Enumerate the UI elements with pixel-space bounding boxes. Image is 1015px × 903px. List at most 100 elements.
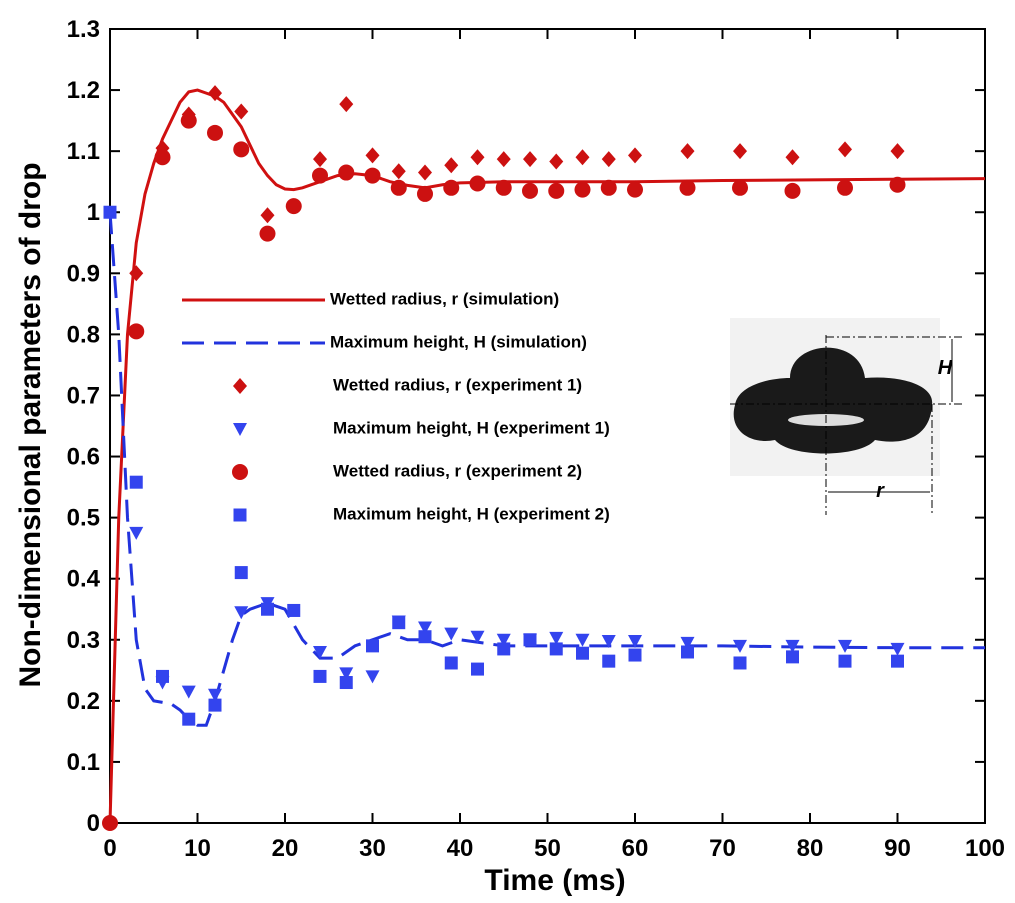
drop	[733, 347, 933, 454]
legend-swatch	[233, 378, 247, 394]
point	[313, 151, 327, 168]
point	[628, 147, 642, 164]
y-tick-label: 0.8	[67, 321, 100, 348]
point	[287, 603, 301, 617]
point	[496, 151, 511, 168]
legend-label: Wetted radius, r (experiment 2)	[333, 461, 582, 480]
point	[733, 656, 747, 670]
x-tick-label: 50	[534, 835, 561, 862]
point	[259, 225, 276, 242]
legend-label: Maximum height, H (experiment 1)	[333, 418, 610, 437]
y-tick-label: 0.6	[67, 444, 100, 471]
point	[391, 163, 406, 180]
point	[733, 639, 747, 653]
point	[181, 685, 196, 699]
point	[444, 157, 459, 174]
point	[681, 645, 694, 659]
point	[549, 153, 564, 170]
point	[208, 688, 222, 702]
point	[128, 323, 145, 340]
point	[890, 143, 905, 160]
y-tick-label: 0.7	[67, 382, 100, 409]
point	[785, 639, 800, 653]
point	[470, 630, 485, 644]
point	[102, 815, 118, 831]
point	[602, 654, 616, 668]
legend-label: Wetted radius, r (experiment 1)	[333, 375, 582, 394]
legend-label: Maximum height, H (experiment 2)	[333, 504, 610, 523]
point	[417, 185, 433, 202]
point	[838, 639, 852, 653]
y-tick-label: 1.3	[67, 16, 100, 43]
point	[260, 207, 275, 224]
y-tick-label: 0.5	[67, 505, 100, 532]
point	[418, 164, 432, 181]
point	[180, 112, 197, 129]
point	[891, 654, 904, 668]
point	[208, 698, 222, 712]
point	[784, 182, 801, 199]
y-tick-label: 1.1	[67, 138, 100, 165]
point	[680, 143, 695, 160]
x-tick-label: 90	[884, 835, 911, 862]
point	[496, 633, 511, 647]
point	[786, 650, 799, 664]
point	[129, 265, 144, 282]
point	[785, 149, 800, 166]
point	[575, 633, 590, 647]
point	[680, 636, 695, 650]
y-axis-label: Non-dimensional parameters of drop	[14, 162, 47, 687]
x-tick-label: 40	[447, 835, 474, 862]
point	[129, 475, 143, 489]
x-tick-label: 20	[272, 835, 299, 862]
point	[549, 642, 563, 656]
point	[338, 164, 355, 181]
point	[469, 175, 486, 192]
point	[234, 566, 248, 580]
x-tick-label: 80	[797, 835, 824, 862]
point	[548, 182, 565, 199]
point	[129, 526, 144, 540]
x-tick-label: 70	[709, 835, 736, 862]
legend-swatch	[233, 423, 247, 436]
point	[523, 633, 537, 647]
point	[628, 634, 642, 648]
y-tick-label: 0.2	[67, 688, 100, 715]
point	[364, 167, 381, 184]
x-tick-label: 60	[622, 835, 649, 862]
y-tick-label: 0.1	[67, 749, 100, 776]
x-tick-label: 10	[184, 835, 211, 862]
y-tick-label: 1.2	[67, 77, 100, 104]
point	[471, 662, 484, 676]
point	[103, 205, 117, 219]
series-line	[108, 212, 985, 727]
y-tick-label: 1	[87, 199, 100, 226]
point	[208, 85, 222, 102]
point	[234, 606, 249, 620]
legend-label: Wetted radius, r (simulation)	[330, 289, 559, 308]
point	[574, 181, 591, 198]
point	[679, 179, 696, 196]
point	[207, 124, 223, 141]
y-tick-label: 0.9	[67, 260, 100, 287]
point	[339, 667, 354, 681]
point	[182, 712, 196, 726]
x-tick-label: 30	[359, 835, 386, 862]
point	[339, 676, 353, 690]
inset: H r	[730, 318, 962, 515]
point	[156, 669, 169, 683]
point	[601, 634, 616, 648]
point	[339, 96, 354, 113]
point	[601, 151, 616, 168]
point	[522, 182, 538, 199]
point	[313, 645, 327, 659]
legend-label: Maximum height, H (simulation)	[330, 332, 587, 351]
point	[390, 179, 407, 196]
inset-label: r	[876, 480, 885, 502]
y-tick-label: 0.3	[67, 627, 100, 654]
point	[285, 198, 302, 215]
x-axis-label: Time (ms)	[484, 864, 625, 897]
point	[890, 642, 905, 656]
inset-label: H	[938, 357, 953, 379]
